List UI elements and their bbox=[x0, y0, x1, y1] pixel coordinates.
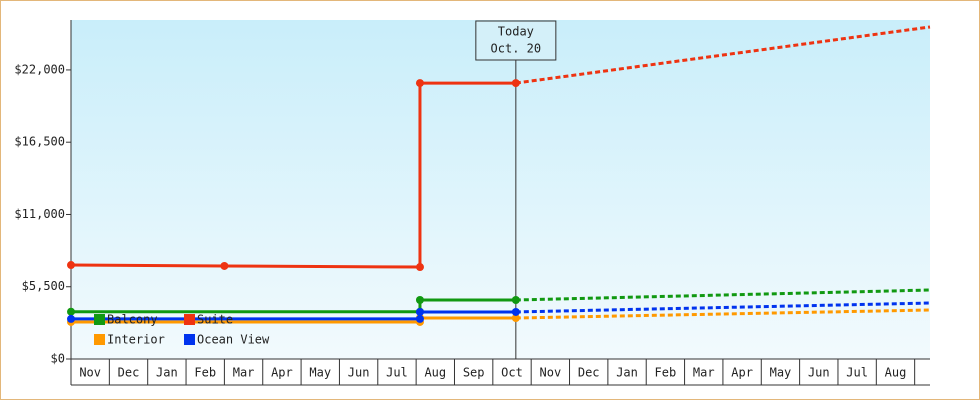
price-point bbox=[511, 296, 520, 305]
x-tick-label: Nov bbox=[540, 366, 562, 380]
price-point bbox=[415, 307, 424, 316]
x-tick-label: Jan bbox=[616, 366, 638, 380]
x-tick-label: Aug bbox=[885, 366, 907, 380]
x-tick-label: Aug bbox=[424, 366, 446, 380]
x-tick-label: Nov bbox=[79, 366, 101, 380]
x-tick-label: Mar bbox=[693, 366, 715, 380]
y-tick-label: $22,000 bbox=[14, 62, 65, 76]
x-tick-label: Dec bbox=[578, 366, 600, 380]
today-date: Oct. 20 bbox=[491, 42, 542, 56]
x-tick-label: Feb bbox=[194, 366, 216, 380]
x-tick-label: Jun bbox=[348, 366, 370, 380]
forecast-line bbox=[515, 288, 931, 302]
price-point bbox=[511, 79, 520, 88]
x-tick-label: Sep bbox=[463, 366, 485, 380]
legend-swatch bbox=[184, 334, 195, 345]
forecast-line bbox=[515, 308, 931, 320]
x-tick-label: Jan bbox=[156, 366, 178, 380]
y-tick-label: $16,500 bbox=[14, 135, 65, 149]
y-tick-label: $0 bbox=[51, 352, 65, 366]
x-tick-label: Feb bbox=[655, 366, 677, 380]
legend-swatch bbox=[184, 314, 195, 325]
legend-swatch bbox=[94, 334, 105, 345]
price-line bbox=[71, 298, 516, 314]
y-tick-label: $5,500 bbox=[22, 279, 65, 293]
today-label: Today bbox=[498, 25, 534, 39]
x-tick-label: May bbox=[770, 366, 792, 380]
x-tick-label: Apr bbox=[271, 366, 293, 380]
price-point bbox=[511, 307, 520, 316]
x-tick-label: May bbox=[309, 366, 331, 380]
legend-label: Balcony bbox=[107, 313, 158, 327]
price-point bbox=[220, 261, 229, 270]
x-tick-label: Dec bbox=[118, 366, 140, 380]
price-point bbox=[415, 263, 424, 272]
price-point bbox=[67, 307, 75, 316]
price-point bbox=[415, 296, 424, 305]
legend-label: Ocean View bbox=[197, 333, 270, 347]
forecast-line bbox=[515, 25, 931, 85]
x-tick-label: Oct bbox=[501, 366, 523, 380]
x-tick-label: Jul bbox=[386, 366, 408, 380]
legend-swatch bbox=[94, 314, 105, 325]
plot-area bbox=[71, 20, 930, 359]
price-point bbox=[67, 314, 75, 323]
forecast-line bbox=[515, 301, 931, 314]
legend-label: Suite bbox=[197, 313, 233, 327]
x-tick-label: Mar bbox=[233, 366, 255, 380]
price-point bbox=[415, 314, 424, 323]
x-tick-label: Jun bbox=[808, 366, 830, 380]
y-tick-label: $11,000 bbox=[14, 207, 65, 221]
x-tick-label: Jul bbox=[846, 366, 868, 380]
price-point bbox=[67, 261, 75, 270]
legend-label: Interior bbox=[107, 333, 165, 347]
price-point bbox=[415, 79, 424, 88]
today-box bbox=[475, 20, 557, 61]
x-tick-label: Apr bbox=[731, 366, 753, 380]
price-point bbox=[511, 314, 520, 323]
